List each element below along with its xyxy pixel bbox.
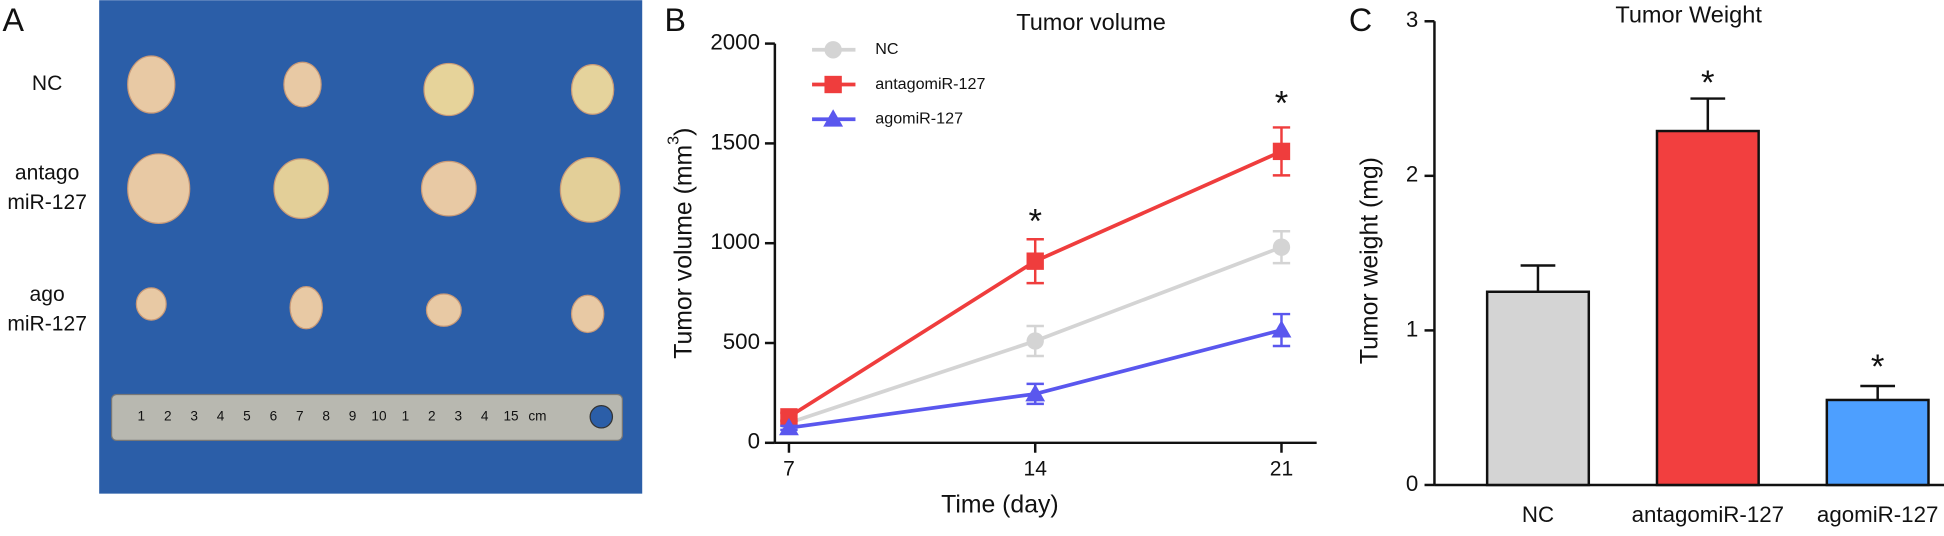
significance-star: * — [1028, 202, 1042, 240]
significance-star: * — [1871, 348, 1885, 386]
marker — [1025, 383, 1046, 402]
chart-title: Tumor Weight — [1615, 2, 1762, 28]
tumors — [127, 55, 621, 334]
marker — [1272, 142, 1291, 161]
bar — [1825, 398, 1930, 487]
x-tick-label: antagomiR-127 — [1632, 502, 1784, 527]
ruler-label: 8 — [322, 408, 330, 423]
row-label: ago — [30, 283, 65, 306]
significance-star: * — [1275, 85, 1289, 123]
marker — [779, 417, 799, 436]
y-axis-label-part: Tumor volume (mm — [670, 145, 697, 359]
x-tick-label: 21 — [1270, 458, 1293, 481]
x-axis-label: Time (day) — [941, 492, 1059, 519]
panel-label: B — [665, 2, 686, 38]
x-tick-label: NC — [1522, 502, 1554, 527]
marker — [1271, 320, 1292, 338]
row-label: antago — [15, 161, 79, 184]
row-label: miR-127 — [7, 313, 87, 336]
bar — [1655, 129, 1760, 487]
ruler-label: 15 — [503, 408, 518, 423]
x-tick-label: agomiR-127 — [1817, 502, 1938, 527]
bar — [1485, 290, 1591, 487]
significance-star: * — [1701, 64, 1715, 102]
y-tick-label: 3 — [1406, 7, 1418, 32]
x-tick-label: 7 — [783, 458, 795, 481]
marker — [1026, 252, 1044, 270]
y-axis-label-part: ) — [670, 128, 697, 136]
photo — [99, 0, 643, 494]
legend-marker — [823, 109, 844, 127]
y-tick-label: 0 — [1406, 471, 1418, 496]
ruler-label: 1 — [402, 408, 410, 423]
legend-label: antagomiR-127 — [875, 75, 985, 93]
row-label: miR-127 — [7, 191, 87, 214]
y-axis-label: Tumor weight (mg) — [1357, 157, 1384, 364]
error-bar — [1690, 97, 1726, 132]
ruler-label: 1 — [138, 408, 146, 423]
y-tick-label: 0 — [748, 429, 760, 454]
y-tick-label: 1500 — [710, 129, 760, 154]
error-bar — [1860, 384, 1896, 400]
ruler-label: 3 — [190, 408, 198, 423]
ruler-label: 6 — [270, 408, 278, 423]
y-axis-label: Tumor volume (mm3) — [665, 128, 697, 359]
marker — [1272, 238, 1291, 256]
ruler-label: 9 — [349, 408, 357, 423]
ruler — [110, 393, 623, 441]
y-axis-label-part: 3 — [665, 136, 683, 145]
ruler-label: cm — [528, 408, 546, 423]
ruler-label: 3 — [454, 408, 462, 423]
y-tick-label: 1000 — [710, 229, 760, 254]
marker — [1026, 332, 1044, 350]
y-tick-label: 2 — [1406, 162, 1418, 187]
ruler-label: 7 — [296, 408, 304, 423]
legend-marker — [824, 75, 842, 94]
ruler-hole — [589, 404, 614, 429]
panel-label: A — [2, 2, 24, 38]
y-tick-label: 500 — [723, 329, 760, 354]
ruler-label: 4 — [481, 408, 489, 423]
y-tick-label: 1 — [1406, 316, 1418, 341]
ruler-label: 2 — [164, 408, 172, 423]
panel-label: C — [1349, 2, 1372, 38]
y-tick-label: 2000 — [710, 29, 760, 54]
ruler-label: 5 — [243, 408, 251, 423]
x-tick-label: 14 — [1023, 458, 1047, 481]
legend-label: NC — [875, 40, 899, 58]
chart-title: Tumor volume — [1016, 9, 1166, 35]
marker — [780, 408, 798, 426]
legend-marker — [824, 41, 842, 59]
ruler-label: 2 — [428, 408, 436, 423]
ruler-label: 10 — [371, 408, 387, 423]
row-label: NC — [32, 72, 62, 95]
ruler-label: 4 — [217, 408, 225, 423]
error-bar — [1520, 264, 1556, 292]
legend-label: agomiR-127 — [875, 109, 963, 127]
